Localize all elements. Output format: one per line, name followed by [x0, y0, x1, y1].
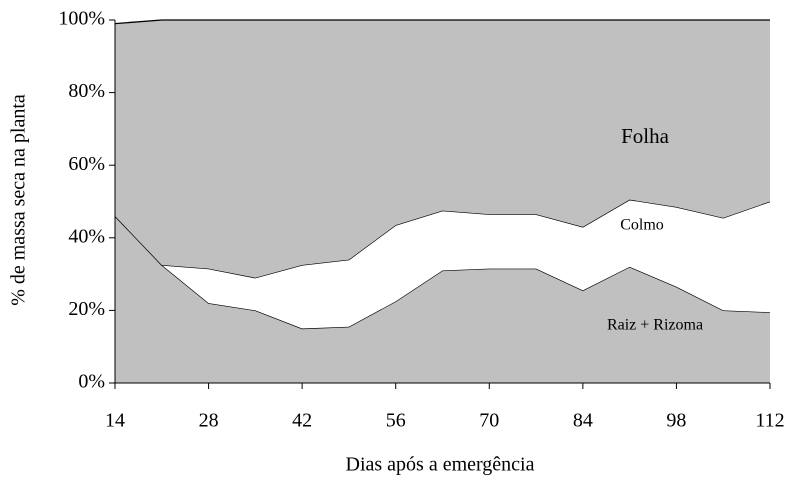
- y-tick-label: 0%: [78, 371, 105, 393]
- x-tick-label: 42: [292, 410, 312, 432]
- y-tick-label: 60%: [68, 153, 105, 175]
- series-label: Colmo: [620, 217, 664, 234]
- y-tick-label: 80%: [68, 80, 105, 102]
- area: [115, 20, 770, 278]
- y-axis-label: % de massa seca na planta: [8, 94, 30, 306]
- x-tick-label: 14: [105, 410, 125, 432]
- y-tick-label: 40%: [68, 225, 105, 247]
- x-axis-label: Dias após a emergência: [346, 454, 535, 476]
- x-tick-label: 98: [666, 410, 686, 432]
- area-line: [114, 19, 770, 25]
- x-tick-label: 28: [199, 410, 219, 432]
- series-label: Raiz + Rizoma: [607, 317, 703, 334]
- area: [115, 199, 770, 329]
- x-tick-label: 112: [755, 410, 784, 432]
- y-tick-label: 100%: [58, 8, 105, 30]
- y-tick-label: 20%: [68, 298, 105, 320]
- x-tick-label: 84: [573, 410, 593, 432]
- x-tick-label: 56: [386, 410, 406, 432]
- x-tick-label: 70: [479, 410, 499, 432]
- series-label: Folha: [621, 124, 670, 148]
- area: [115, 216, 770, 383]
